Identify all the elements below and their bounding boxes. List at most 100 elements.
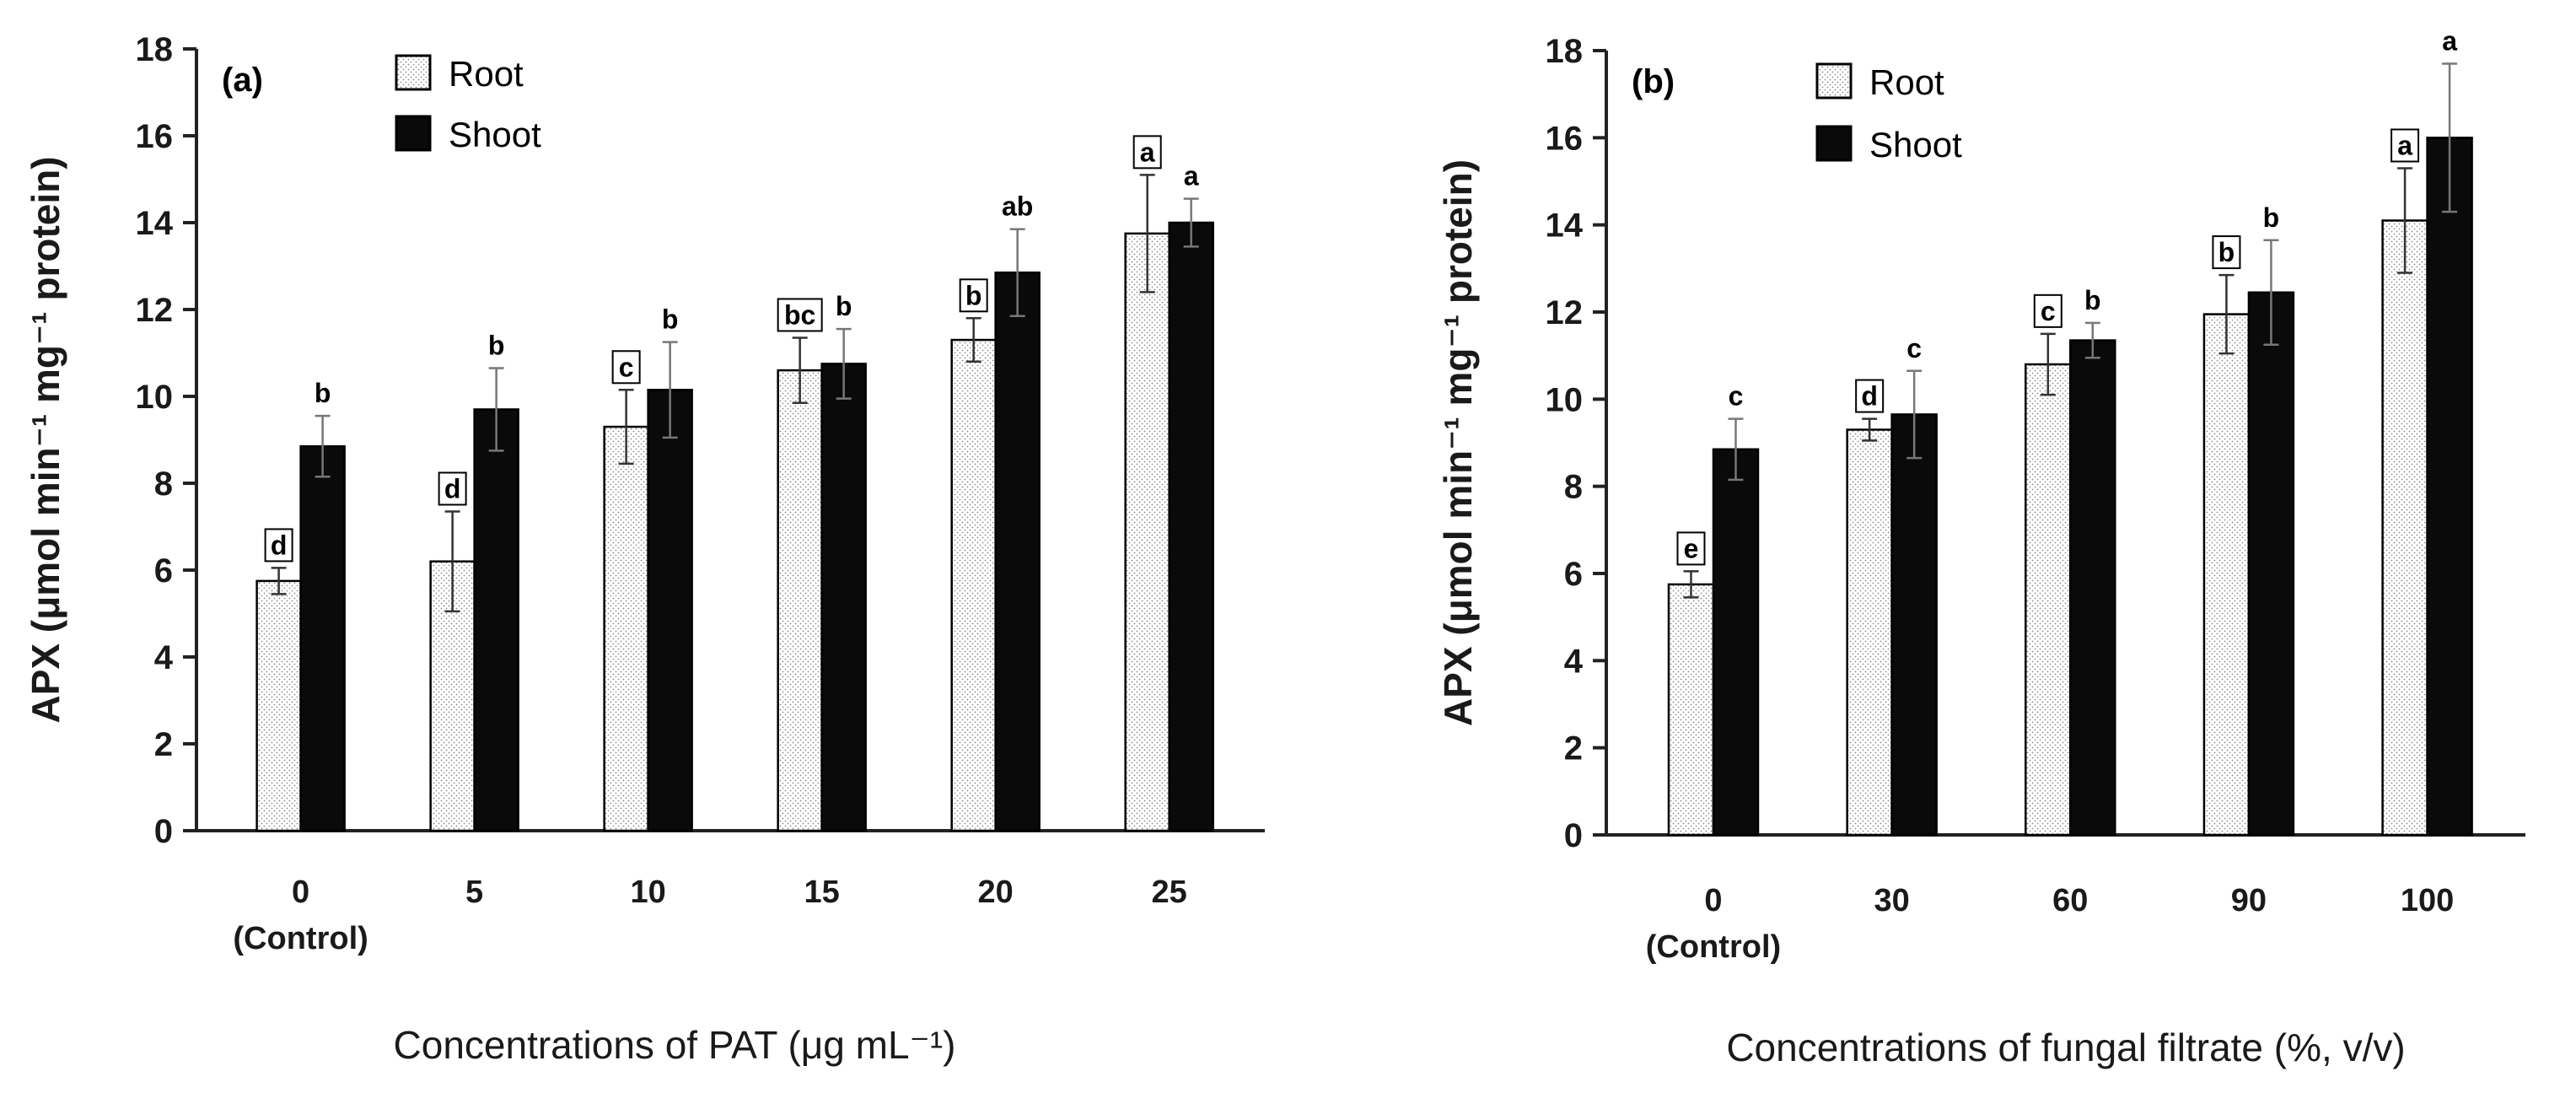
x-tick-label: 10 xyxy=(631,875,666,910)
significance-letter-shoot: c xyxy=(1729,381,1744,412)
significance-letter-box xyxy=(777,298,823,332)
x-tick-label: 30 xyxy=(1874,883,1910,918)
x-tick-sublabel: (Control) xyxy=(1646,929,1781,965)
y-tick-label: 6 xyxy=(1564,556,1583,593)
bar-root xyxy=(1124,232,1170,832)
y-axis-label: APX (μmol min⁻¹ mg⁻¹ protein) xyxy=(1436,159,1480,726)
bar-shoot xyxy=(2069,339,2116,837)
significance-letter-root: d xyxy=(444,473,461,503)
bar-root xyxy=(255,579,302,832)
bar-shoot xyxy=(473,408,519,832)
bar-shoot xyxy=(820,363,867,832)
bar-shoot xyxy=(1890,413,1938,837)
y-tick-label: 10 xyxy=(136,379,174,416)
significance-letter-root: c xyxy=(619,352,634,382)
significance-letter-root: c xyxy=(2041,296,2056,326)
significance-letter-root: a xyxy=(1140,137,1155,167)
bar-root xyxy=(777,369,823,832)
x-tick-label: 60 xyxy=(2052,883,2088,918)
y-tick-label: 16 xyxy=(136,118,174,155)
significance-letter-root: d xyxy=(1861,381,1878,412)
significance-letter-root: e xyxy=(1684,533,1699,563)
bar-shoot xyxy=(2247,291,2295,837)
y-tick-label: 14 xyxy=(1546,207,1584,245)
y-tick-label: 16 xyxy=(1546,120,1584,157)
y-axis-label: APX (μmol min⁻¹ mg⁻¹ protein) xyxy=(24,156,67,723)
significance-letter-box xyxy=(438,471,467,506)
x-tick-label: 0 xyxy=(1704,883,1722,918)
significance-letter-root: bc xyxy=(784,299,815,330)
significance-letter-shoot: b xyxy=(836,291,852,321)
legend-swatch-shoot xyxy=(1815,125,1853,162)
y-tick-label: 2 xyxy=(154,726,173,763)
bar-root xyxy=(603,425,649,832)
x-tick-label: 0 xyxy=(292,875,309,910)
significance-letter-shoot: b xyxy=(315,378,331,408)
legend-swatch-root xyxy=(395,54,432,91)
significance-letter-box xyxy=(611,350,641,385)
y-tick-label: 8 xyxy=(1564,469,1583,506)
y-tick-label: 18 xyxy=(136,31,174,68)
bar-root xyxy=(1667,583,1715,837)
significance-letter-shoot: ab xyxy=(1002,191,1033,222)
chart-panel-a: 0 2 4 6 8 10 12 14 16 18 APX (μmol min⁻¹ mg⁻¹ prot… xyxy=(24,31,1265,1067)
x-tick-sublabel: (Control) xyxy=(233,921,368,956)
significance-letter-shoot: a xyxy=(1184,161,1199,191)
bar-root xyxy=(2025,363,2072,837)
panel-label: (b) xyxy=(1632,63,1675,100)
significance-letter-root: a xyxy=(2397,131,2412,161)
y-tick-label: 18 xyxy=(1546,33,1584,70)
y-tick-label: 4 xyxy=(154,639,174,676)
bar-root xyxy=(2202,313,2251,837)
y-tick-label: 12 xyxy=(136,292,174,329)
significance-letter-box xyxy=(2390,128,2420,163)
bar-root xyxy=(950,338,997,832)
legend-label-root: Root xyxy=(449,54,524,94)
y-tick-label: 10 xyxy=(1546,381,1584,418)
bar-root xyxy=(2381,219,2428,837)
panel-label: (a) xyxy=(222,62,263,99)
x-tick-label: 15 xyxy=(804,875,840,910)
y-tick-label: 14 xyxy=(136,205,174,242)
bar-shoot xyxy=(647,389,693,832)
bar-shoot xyxy=(994,271,1041,832)
significance-letter-shoot: b xyxy=(488,331,505,361)
y-tick-label: 12 xyxy=(1546,294,1584,331)
significance-letter-box xyxy=(264,528,293,563)
x-tick-label: 100 xyxy=(2401,883,2454,918)
significance-letter-box xyxy=(2033,293,2062,328)
legend-label-root: Root xyxy=(1869,62,1944,102)
x-tick-label: 20 xyxy=(978,875,1014,910)
legend-swatch-root xyxy=(1815,62,1853,100)
y-tick-label: 8 xyxy=(154,466,173,503)
bar-shoot xyxy=(1712,448,1760,837)
significance-letter-shoot: b xyxy=(2084,285,2101,315)
significance-letter-box xyxy=(1855,379,1885,413)
legend-swatch-shoot xyxy=(395,115,432,152)
significance-letter-root: d xyxy=(271,530,288,560)
legend-label-shoot: Shoot xyxy=(1869,125,1962,164)
y-tick-label: 4 xyxy=(1564,643,1584,680)
bar-shoot xyxy=(1168,221,1214,832)
significance-letter-shoot: c xyxy=(1906,333,1922,363)
significance-letter-root: b xyxy=(965,280,982,310)
y-tick-label: 0 xyxy=(154,813,173,850)
significance-letter-box xyxy=(959,278,988,313)
y-tick-label: 6 xyxy=(154,552,173,589)
bar-shoot xyxy=(299,444,346,832)
significance-letter-root: b xyxy=(2218,237,2235,267)
x-axis-label: Concentrations of fungal filtrate (%, v/… xyxy=(1726,1026,2405,1069)
significance-letter-box xyxy=(2212,235,2241,270)
x-tick-label: 90 xyxy=(2231,883,2267,918)
significance-letter-shoot: a xyxy=(2442,26,2457,57)
bar-shoot xyxy=(2426,137,2473,837)
x-tick-label: 25 xyxy=(1152,875,1187,910)
legend-label-shoot: Shoot xyxy=(449,115,541,154)
y-tick-label: 2 xyxy=(1564,730,1583,767)
significance-letter-shoot: b xyxy=(662,304,679,335)
x-axis-label: Concentrations of PAT (μg mL⁻¹) xyxy=(394,1023,956,1067)
y-tick-label: 0 xyxy=(1564,817,1583,854)
significance-letter-box xyxy=(1132,135,1162,170)
chart-panel-b: 0 2 4 6 8 10 12 14 16 18 APX (μmol min⁻¹ mg⁻¹ prot… xyxy=(1436,26,2525,1069)
